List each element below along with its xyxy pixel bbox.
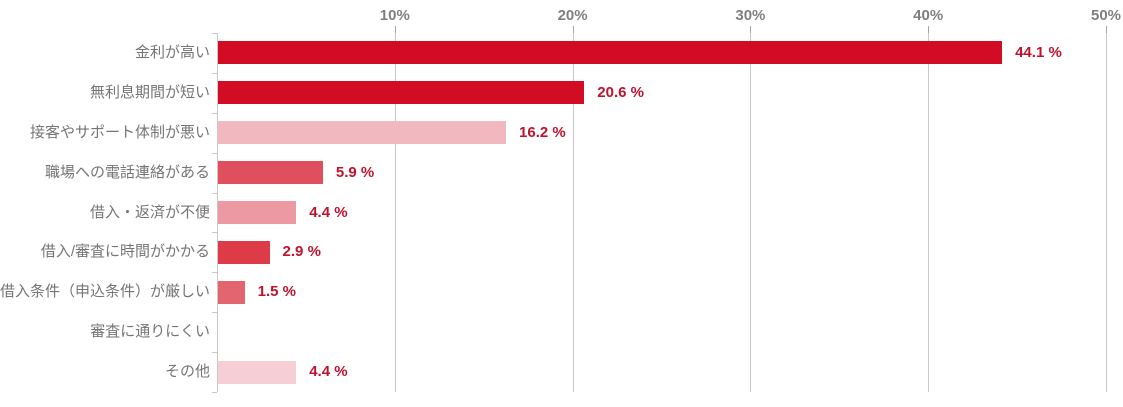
x-axis-tick-mark [928,26,930,33]
category-label: 金利が高い [134,44,210,61]
x-axis-tick-mark [572,26,574,33]
category-label: 職場への電話連絡がある [44,163,210,181]
y-axis-line [217,33,218,392]
y-axis-tick-mark [212,193,217,194]
category-label: その他 [164,363,210,381]
value-label: 44.1 % [1015,44,1062,61]
value-label: 20.6 % [597,83,644,101]
y-axis-tick-mark [212,352,217,353]
bar-row: その他 4.4 % [0,352,1123,392]
bar [218,200,297,224]
category-label: 審査に通りにくい [90,323,210,341]
bar-row: 無利息期間が短い 20.6 % [0,73,1123,113]
bar-row: 借入・返済が不便 4.4 % [0,193,1123,233]
value-label: 4.4 % [309,363,348,381]
y-axis-tick-mark [212,33,217,34]
value-label: 5.9 % [335,163,375,181]
vertical-gridline [1106,33,1107,392]
vertical-gridline [394,33,396,392]
bar [218,280,245,304]
x-axis-tick-mark [750,26,752,33]
vertical-gridline [928,33,930,392]
bar [218,41,1003,65]
category-label: 借入・返済が不便 [89,203,210,221]
y-axis-tick-mark [212,312,217,313]
category-label: 接客やサポート体制が悪い [29,123,210,141]
bar [218,121,507,145]
x-tick-label: 10% [379,7,410,24]
category-label: 無利息期間が短い [89,83,210,101]
x-tick-label: 30% [735,7,766,24]
bar [218,240,270,264]
y-axis-tick-mark [212,113,217,114]
bar-row: 職場への電話連絡がある 5.9 % [0,153,1123,193]
bar-row: 金利が高い 44.1 % [0,33,1123,73]
y-axis-tick-mark [212,232,217,233]
value-label: 2.9 % [282,243,321,261]
y-axis-tick-mark [212,392,217,393]
bar-row: 借入/審査に時間がかかる 2.9 % [0,232,1123,272]
category-label: 借入条件（申込条件）が厳しい [0,283,211,301]
y-axis-tick-mark [212,153,217,154]
category-label: 借入/審査に時間がかかる [40,243,210,261]
y-axis-tick-mark [212,73,217,74]
bar-row: 接客やサポート体制が悪い 16.2 % [0,113,1123,153]
value-label: 1.5 % [257,283,297,301]
value-label: 16.2 % [519,123,566,141]
bar [218,161,323,185]
bar [218,360,297,384]
x-tick-label: 20% [557,7,588,24]
vertical-gridline [750,33,752,392]
x-axis-tick-mark [394,26,396,33]
bar-row: 借入条件（申込条件）が厳しい 1.5 % [0,272,1123,312]
bar [218,81,585,105]
bar-row: 審査に通りにくい [0,312,1123,352]
value-label: 4.4 % [309,203,348,221]
x-axis-tick-mark [1106,26,1107,33]
y-axis-tick-mark [212,272,217,273]
vertical-gridline [572,33,574,392]
x-tick-label: 50% [1090,7,1122,24]
x-tick-label: 40% [913,7,944,24]
